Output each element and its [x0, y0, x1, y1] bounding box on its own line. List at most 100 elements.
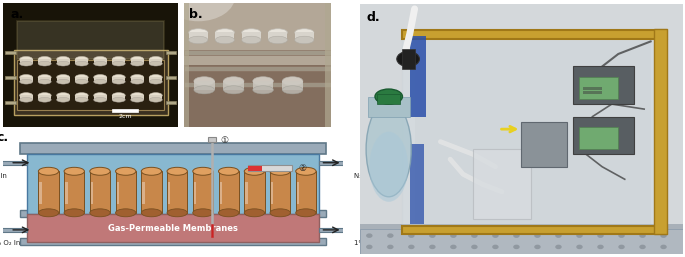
Ellipse shape	[116, 209, 136, 217]
Bar	[166, 101, 176, 104]
Ellipse shape	[94, 97, 107, 102]
Ellipse shape	[149, 57, 162, 62]
Ellipse shape	[429, 233, 436, 238]
Ellipse shape	[366, 102, 412, 197]
Ellipse shape	[269, 36, 288, 44]
Bar	[245, 182, 248, 205]
Ellipse shape	[131, 61, 144, 66]
Bar	[149, 77, 162, 82]
Ellipse shape	[223, 77, 244, 86]
Bar	[64, 171, 84, 213]
Bar	[20, 77, 33, 82]
Bar	[368, 97, 410, 117]
Ellipse shape	[167, 167, 188, 175]
Bar	[573, 67, 634, 104]
Ellipse shape	[112, 97, 125, 102]
Bar	[38, 171, 59, 213]
Bar	[142, 182, 145, 205]
Ellipse shape	[296, 167, 316, 175]
Ellipse shape	[94, 57, 107, 62]
Bar	[14, 50, 168, 115]
Bar	[583, 91, 602, 94]
Ellipse shape	[295, 29, 314, 36]
Bar	[65, 182, 68, 205]
Bar	[473, 149, 531, 219]
Ellipse shape	[75, 61, 88, 66]
Bar	[319, 228, 349, 232]
Bar	[580, 77, 619, 99]
Bar	[410, 144, 424, 224]
Ellipse shape	[149, 79, 162, 84]
Ellipse shape	[282, 86, 303, 94]
Bar	[112, 95, 125, 100]
Bar	[271, 182, 273, 205]
Bar	[5, 101, 16, 104]
Ellipse shape	[408, 245, 414, 249]
Ellipse shape	[295, 36, 314, 44]
Ellipse shape	[215, 36, 234, 44]
Ellipse shape	[534, 233, 540, 238]
Ellipse shape	[38, 97, 51, 102]
Bar	[401, 49, 414, 69]
Bar	[112, 59, 125, 64]
Ellipse shape	[112, 93, 125, 98]
Text: d.: d.	[366, 11, 379, 24]
Bar	[94, 95, 107, 100]
Bar	[131, 59, 144, 64]
Bar	[219, 182, 222, 205]
Text: N₂ In: N₂ In	[0, 173, 7, 179]
Bar	[5, 76, 16, 79]
Ellipse shape	[20, 61, 33, 66]
Ellipse shape	[149, 97, 162, 102]
Bar	[654, 29, 667, 234]
Bar	[253, 81, 273, 90]
Bar	[0, 228, 27, 232]
Bar	[27, 214, 319, 242]
Ellipse shape	[296, 209, 316, 217]
Ellipse shape	[534, 245, 540, 249]
Text: ②: ②	[299, 164, 307, 173]
Bar	[295, 32, 314, 40]
Text: 1% O₂ In: 1% O₂ In	[0, 240, 21, 246]
Ellipse shape	[253, 77, 273, 86]
Bar	[21, 238, 325, 245]
Bar	[269, 32, 288, 40]
Ellipse shape	[38, 79, 51, 84]
Ellipse shape	[192, 209, 213, 217]
Ellipse shape	[269, 29, 288, 36]
Ellipse shape	[366, 245, 373, 249]
Ellipse shape	[57, 79, 70, 84]
Ellipse shape	[94, 61, 107, 66]
Bar	[75, 95, 88, 100]
Ellipse shape	[556, 233, 562, 238]
Bar	[75, 59, 88, 64]
Ellipse shape	[131, 75, 144, 80]
Ellipse shape	[57, 57, 70, 62]
Ellipse shape	[38, 61, 51, 66]
Ellipse shape	[20, 75, 33, 80]
Ellipse shape	[64, 209, 84, 217]
Ellipse shape	[94, 93, 107, 98]
Bar	[90, 171, 110, 213]
Ellipse shape	[141, 167, 162, 175]
Ellipse shape	[131, 57, 144, 62]
Bar	[57, 95, 70, 100]
Ellipse shape	[20, 97, 33, 102]
Ellipse shape	[513, 245, 520, 249]
Bar	[360, 224, 683, 254]
Ellipse shape	[597, 245, 603, 249]
Ellipse shape	[619, 245, 625, 249]
Bar	[360, 229, 683, 254]
Ellipse shape	[131, 79, 144, 84]
Ellipse shape	[408, 233, 414, 238]
Ellipse shape	[270, 167, 290, 175]
Ellipse shape	[597, 233, 603, 238]
Bar	[116, 182, 119, 205]
Ellipse shape	[619, 233, 625, 238]
Ellipse shape	[215, 29, 234, 36]
Bar	[219, 171, 239, 213]
Text: b.: b.	[190, 7, 203, 21]
Bar	[414, 41, 651, 224]
Ellipse shape	[20, 79, 33, 84]
Ellipse shape	[90, 167, 110, 175]
